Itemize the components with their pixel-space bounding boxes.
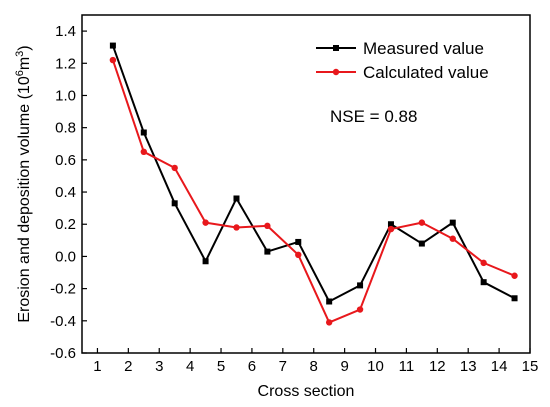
y-tick-label: 0.8 bbox=[55, 120, 76, 137]
calculated-point bbox=[511, 272, 518, 279]
x-tick-label: 4 bbox=[186, 358, 194, 375]
calculated-point bbox=[449, 235, 456, 242]
measured-point bbox=[140, 129, 147, 136]
x-tick-label: 1 bbox=[93, 358, 101, 375]
measured-point bbox=[357, 282, 364, 289]
legend-calculated-label: Calculated value bbox=[363, 63, 489, 82]
calculated-point bbox=[418, 219, 426, 226]
x-tick-label: 11 bbox=[399, 358, 415, 375]
y-tick-label: 1.4 bbox=[55, 23, 76, 40]
y-tick-label: -0.6 bbox=[50, 345, 76, 362]
measured-point bbox=[202, 258, 209, 265]
x-axis-title: Cross section bbox=[258, 383, 355, 400]
calculated-point bbox=[480, 259, 487, 267]
measured-series-line bbox=[111, 45, 516, 303]
y-tick-label: -0.2 bbox=[50, 281, 76, 298]
legend-measured-label: Measured value bbox=[363, 39, 484, 58]
measured-point bbox=[418, 240, 425, 247]
measured-point bbox=[449, 219, 456, 226]
y-axis-title: Erosion and deposition volume (106m3) bbox=[14, 45, 33, 322]
x-tick-label: 12 bbox=[429, 358, 446, 375]
x-tick-label: 6 bbox=[248, 358, 256, 375]
x-tick-label: 2 bbox=[124, 358, 132, 375]
calculated-point bbox=[109, 56, 117, 64]
measured-point bbox=[233, 195, 240, 202]
y-tick-label: -0.4 bbox=[50, 313, 76, 330]
legend-calculated-marker bbox=[332, 68, 340, 76]
measured-point bbox=[511, 295, 518, 302]
y-tick-label: 0.0 bbox=[55, 248, 76, 265]
x-tick-label: 14 bbox=[491, 358, 508, 375]
x-tick-label: 3 bbox=[155, 358, 163, 375]
calculated-point bbox=[233, 224, 240, 231]
x-tick-label: 7 bbox=[279, 358, 287, 375]
calculated-point bbox=[264, 222, 271, 230]
nse-annotation: NSE = 0.88 bbox=[330, 107, 417, 126]
y-tick-label: 0.4 bbox=[55, 184, 76, 201]
measured-point bbox=[264, 248, 271, 255]
calculated-point bbox=[202, 219, 209, 226]
measured-point bbox=[326, 298, 333, 305]
calculated-point bbox=[140, 148, 147, 156]
axis-ticks: 1 2 3 4 5 6 7 8 9 10 11 12 13 14 15-0.6-0.4-0.20.00.20… bbox=[50, 23, 538, 375]
y-tick-label: 0.2 bbox=[55, 216, 76, 233]
x-tick-label: 8 bbox=[310, 358, 318, 375]
x-tick-label: 15 bbox=[522, 358, 539, 375]
x-tick-label: 10 bbox=[367, 358, 384, 375]
legend: Measured value Calculated value bbox=[316, 39, 489, 82]
x-tick-label: 13 bbox=[460, 358, 477, 375]
plot-frame bbox=[81, 14, 531, 354]
calculated-point bbox=[387, 225, 395, 233]
y-axis-title-sup2: 3 bbox=[14, 51, 26, 57]
series-layer bbox=[109, 42, 518, 326]
y-axis-title-main: Erosion and deposition volume (10 bbox=[16, 76, 33, 322]
measured-point bbox=[480, 279, 487, 286]
x-tick-label: 9 bbox=[340, 358, 348, 375]
y-tick-label: 1.0 bbox=[55, 87, 76, 104]
y-axis-title-sup: 6 bbox=[14, 70, 26, 76]
measured-point bbox=[109, 42, 116, 49]
y-tick-label: 0.6 bbox=[55, 152, 76, 169]
y-axis-title-unit: m bbox=[16, 57, 33, 70]
calculated-point bbox=[295, 251, 302, 259]
x-tick-label: 5 bbox=[217, 358, 225, 375]
calculated-point bbox=[325, 319, 333, 326]
measured-point bbox=[387, 221, 394, 228]
measured-point bbox=[171, 200, 178, 207]
legend-measured-marker bbox=[333, 45, 339, 51]
y-tick-label: 1.2 bbox=[55, 55, 76, 72]
calculated-point bbox=[171, 164, 178, 172]
measured-point bbox=[295, 238, 302, 245]
calculated-series-line bbox=[111, 59, 515, 324]
y-axis-title-close: ) bbox=[16, 45, 33, 50]
calculated-point bbox=[356, 306, 364, 313]
